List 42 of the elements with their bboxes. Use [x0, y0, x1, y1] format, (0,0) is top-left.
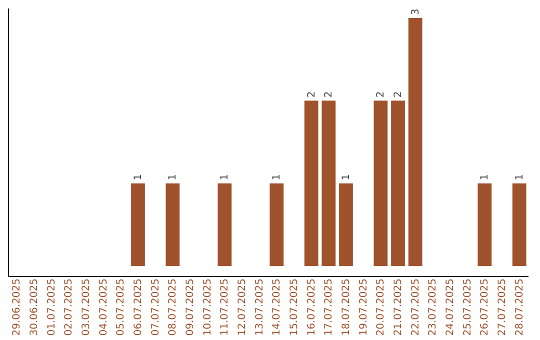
x-tick-label: 22.07.2025: [410, 278, 422, 336]
x-tick-label: 12.07.2025: [237, 278, 248, 336]
x-tick-label: 11.07.2025: [220, 278, 231, 336]
data-label: 2: [324, 91, 335, 98]
x-tick-label: 02.07.2025: [64, 278, 75, 336]
x-tick-label: 17.07.2025: [324, 278, 335, 336]
x-tick-label: 07.07.2025: [150, 278, 162, 336]
data-label: 1: [272, 174, 283, 180]
x-tick-label: 20.07.2025: [376, 278, 387, 336]
x-tick-label: 19.07.2025: [358, 278, 370, 336]
x-tick-label: 28.07.2025: [514, 278, 526, 336]
x-tick-label: 13.07.2025: [254, 278, 266, 336]
x-tick-label: 08.07.2025: [168, 278, 179, 336]
x-tick-label: 24.07.2025: [445, 278, 456, 336]
data-label: 1: [133, 174, 144, 180]
data-label: 2: [393, 91, 404, 98]
x-tick-label: 29.06.2025: [12, 278, 23, 336]
data-label: 3: [410, 8, 422, 15]
x-tick-label: 26.07.2025: [480, 278, 491, 336]
x-tick-label: 18.07.2025: [341, 278, 352, 336]
x-tick-label: 21.07.2025: [393, 278, 404, 336]
x-tick-label: 03.07.2025: [81, 278, 92, 336]
x-tick-label: 27.07.2025: [497, 278, 508, 336]
x-tick-label: 04.07.2025: [98, 278, 110, 336]
x-tick-label: 06.07.2025: [133, 278, 144, 336]
x-tick-label: 01.07.2025: [46, 278, 58, 336]
x-tick-label: 10.07.2025: [202, 278, 214, 336]
data-label: 1: [480, 174, 491, 180]
data-label: 1: [514, 174, 526, 180]
data-label: 2: [376, 91, 387, 98]
data-label: 2: [306, 91, 318, 98]
x-tick-label: 25.07.2025: [462, 278, 474, 336]
x-tick-label: 09.07.2025: [185, 278, 196, 336]
x-tick-label: 15.07.2025: [289, 278, 300, 336]
x-tick-label: 05.07.2025: [116, 278, 127, 336]
data-label: 1: [341, 174, 352, 180]
x-tick-label: 14.07.2025: [272, 278, 283, 336]
data-label: 1: [168, 174, 179, 180]
x-tick-label: 23.07.2025: [428, 278, 439, 336]
x-tick-label: 16.07.2025: [306, 278, 318, 336]
x-tick-label: 30.06.2025: [29, 278, 40, 336]
data-label: 1: [220, 174, 231, 180]
